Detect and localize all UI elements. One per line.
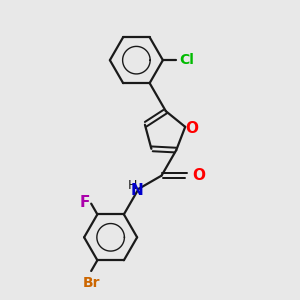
Text: Br: Br <box>82 276 100 290</box>
Text: H: H <box>128 179 137 192</box>
Text: O: O <box>192 168 205 183</box>
Text: N: N <box>131 183 144 198</box>
Text: O: O <box>185 121 198 136</box>
Text: Cl: Cl <box>180 53 194 67</box>
Text: F: F <box>79 195 90 210</box>
